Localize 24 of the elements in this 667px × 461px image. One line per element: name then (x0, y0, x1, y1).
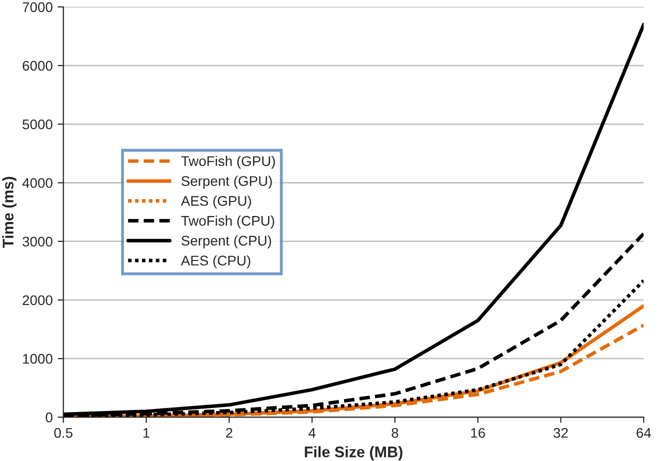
y-tick-label: 0 (46, 412, 52, 422)
legend-label: TwoFish (GPU) (181, 156, 275, 169)
y-tick-label: 3000 (22, 236, 52, 247)
x-axis-title: File Size (MB) (304, 446, 402, 460)
y-tick-label: 1000 (23, 354, 52, 364)
y-tick-label: 5000 (22, 119, 52, 130)
y-tick-label: 6000 (22, 60, 52, 71)
x-tick-label: 64 (636, 428, 651, 438)
legend-label: TwoFish (CPU) (181, 216, 274, 228)
y-axis-title: Time (ms) (2, 176, 16, 248)
x-tick-label: 1 (143, 428, 150, 438)
x-tick-label: 0.5 (54, 428, 72, 438)
legend-label: AES (GPU) (180, 196, 252, 209)
x-tick-label: 2 (226, 428, 232, 438)
y-tick-label: 7000 (22, 2, 52, 12)
x-tick-label: 8 (392, 428, 398, 438)
legend-label: Serpent (CPU) (182, 235, 272, 248)
x-tick-label: 4 (308, 428, 316, 438)
x-tick-label: 16 (471, 428, 485, 438)
legend-label: AES (CPU) (180, 255, 250, 268)
legend-label: Serpent (GPU) (182, 176, 272, 189)
x-tick-label: 32 (554, 428, 568, 438)
y-tick-label: 4000 (22, 178, 52, 188)
y-tick-label: 2000 (22, 295, 52, 306)
